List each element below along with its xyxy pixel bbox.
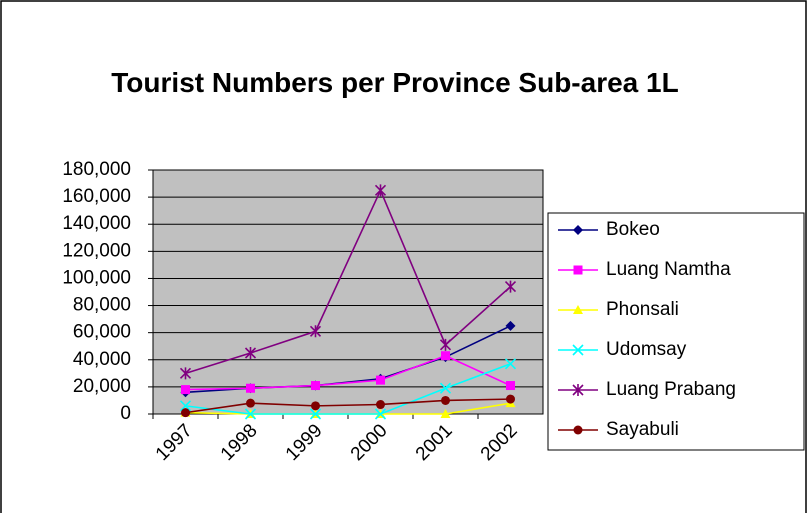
marker: [506, 381, 515, 391]
marker: [573, 265, 583, 275]
legend-item: Sayabuli: [558, 419, 679, 440]
marker: [573, 305, 583, 314]
series: [181, 351, 515, 395]
marker: [246, 398, 255, 408]
series-line: [185, 363, 511, 415]
series-line: [185, 188, 512, 375]
series-line: [185, 354, 511, 391]
legend-label: Phonsali: [606, 299, 679, 320]
marker: [179, 367, 192, 380]
y-tick-label: 80,000: [73, 295, 131, 316]
marker: [244, 347, 257, 359]
marker: [573, 225, 583, 235]
legend-item: Udomsay: [558, 339, 687, 360]
chart-title: Tourist Numbers per Province Sub-area 1L: [111, 67, 679, 98]
series-line: [185, 398, 511, 414]
marker: [441, 395, 450, 405]
marker: [505, 320, 516, 331]
marker: [440, 409, 451, 418]
marker: [181, 408, 190, 418]
marker: [504, 280, 517, 293]
legend-label: Luang Namtha: [606, 259, 731, 280]
legend-label: Udomsay: [606, 339, 687, 360]
marker: [311, 381, 320, 391]
y-tick-label: 100,000: [62, 267, 131, 288]
marker: [244, 408, 257, 420]
series: [181, 394, 515, 418]
marker: [374, 408, 387, 420]
y-tick-label: 120,000: [62, 240, 131, 261]
y-tick-label: 140,000: [62, 213, 131, 234]
marker: [504, 358, 517, 370]
plot-area: [152, 169, 544, 415]
marker: [376, 400, 385, 410]
legend-item: Luang Prabang: [558, 379, 736, 400]
legend: [547, 212, 805, 451]
marker: [506, 394, 515, 404]
marker: [181, 385, 190, 395]
legend-item: Phonsali: [558, 299, 679, 320]
series: [179, 358, 517, 420]
y-tick-label: 180,000: [62, 159, 131, 180]
marker: [572, 384, 584, 396]
marker: [441, 351, 450, 361]
legend-label: Bokeo: [606, 219, 660, 240]
marker: [374, 184, 387, 197]
legend-item: Bokeo: [558, 219, 660, 240]
y-tick-label: 20,000: [73, 376, 131, 397]
legend-label: Sayabuli: [606, 419, 679, 440]
legend-label: Luang Prabang: [606, 379, 736, 400]
marker: [572, 344, 584, 356]
legend-item: Luang Namtha: [558, 259, 731, 280]
marker: [376, 375, 385, 385]
marker: [311, 401, 320, 411]
y-tick-label: 60,000: [73, 322, 131, 343]
marker: [179, 400, 192, 412]
marker: [309, 408, 322, 420]
marker: [246, 383, 255, 393]
marker: [309, 325, 322, 338]
marker: [439, 382, 452, 394]
y-tick-label: 0: [120, 403, 131, 424]
series: [179, 184, 517, 380]
y-tick-label: 40,000: [73, 349, 131, 370]
marker: [573, 425, 583, 435]
y-tick-label: 160,000: [62, 186, 131, 207]
marker: [439, 338, 452, 351]
